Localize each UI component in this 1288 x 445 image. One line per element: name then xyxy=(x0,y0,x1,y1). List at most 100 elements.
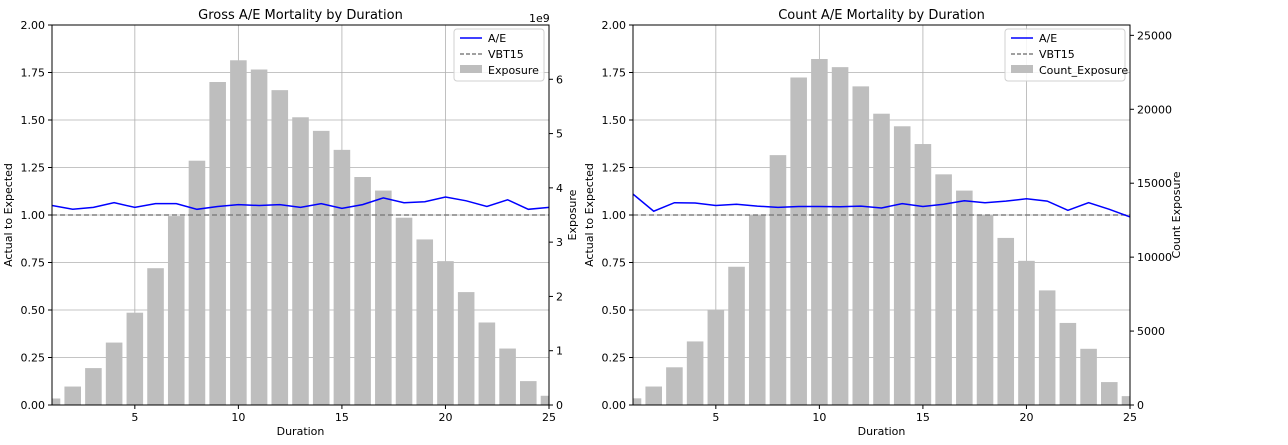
legend: A/E VBT15 Exposure xyxy=(453,28,545,82)
exposure-bar xyxy=(312,130,330,405)
legend-exposure-label: Exposure xyxy=(488,64,539,77)
exposure-bar xyxy=(873,113,890,405)
legend-ae-label: A/E xyxy=(1039,32,1057,45)
x-tick-label: 10 xyxy=(231,411,245,424)
exposure-bar xyxy=(1038,290,1056,405)
exposure-bar xyxy=(437,261,454,405)
y-right-tick-label: 25000 xyxy=(1137,29,1172,42)
exposure-bar xyxy=(292,117,309,405)
exposure-bar xyxy=(147,268,164,405)
y-tick-label: 1.50 xyxy=(21,114,46,127)
x-tick-label: 20 xyxy=(1019,411,1033,424)
y-axis-label: Actual to Expected xyxy=(2,163,15,267)
exposure-bars xyxy=(52,60,549,405)
y-tick-label: 0.75 xyxy=(602,257,627,270)
y-tick-label: 1.50 xyxy=(602,114,627,127)
exposure-bar xyxy=(126,312,144,405)
y-tick-label: 1.00 xyxy=(602,209,627,222)
y-axis-label: Actual to Expected xyxy=(583,163,596,267)
y-right-tick-label: 15000 xyxy=(1137,177,1172,190)
legend-vbt15-label: VBT15 xyxy=(488,48,524,61)
exposure-bar xyxy=(686,341,704,405)
y-tick-label: 2.00 xyxy=(21,19,46,32)
exposure-bar xyxy=(478,322,496,405)
exposure-bar xyxy=(1018,260,1035,405)
y-right-tick-label: 1 xyxy=(556,345,563,358)
exposure-bar xyxy=(271,90,289,405)
x-axis-label: Duration xyxy=(858,425,906,438)
exposure-bar xyxy=(1080,348,1097,405)
exposure-bar xyxy=(1101,382,1118,405)
exposure-bar xyxy=(956,190,973,405)
y-right-tick-label: 6 xyxy=(556,73,563,86)
exposure-bar xyxy=(728,266,745,405)
chart-2: 5 10 15 20 25 0.00 0.25 0.50 0.75 1.00 1.25 1.50 1.7… xyxy=(583,8,1183,438)
y-tick-label: 1.75 xyxy=(21,67,46,80)
exposure-bar xyxy=(852,86,870,405)
y-tick-label: 0.00 xyxy=(21,399,46,412)
y-tick-label: 0.00 xyxy=(602,399,627,412)
exposure-bar xyxy=(499,348,516,405)
y-right-tick-label: 20000 xyxy=(1137,103,1172,116)
legend-ae-label: A/E xyxy=(488,32,506,45)
exposure-bar xyxy=(540,395,549,405)
y-tick-label: 1.75 xyxy=(602,67,627,80)
chart-1: 5 10 15 20 250.000.250.500.751.001.251.501.7… xyxy=(2,8,579,438)
y-tick-label: 0.75 xyxy=(21,257,46,270)
x-tick-label: 25 xyxy=(1123,411,1137,424)
exposure-bar xyxy=(645,386,662,405)
right-axis-offset-text: 1e9 xyxy=(529,12,550,25)
exposure-bar xyxy=(457,292,475,405)
y-tick-label: 1.25 xyxy=(602,162,627,175)
exposure-bar xyxy=(354,177,371,405)
exposure-bar xyxy=(520,381,537,405)
exposure-bar xyxy=(811,59,828,405)
exposure-bar xyxy=(52,398,61,405)
chart-title: Gross A/E Mortality by Duration xyxy=(198,8,403,23)
y-right-tick-label: 5 xyxy=(556,128,563,141)
exposure-bar xyxy=(1121,396,1130,405)
y-tick-label: 0.25 xyxy=(21,352,46,365)
y-tick-label: 1.00 xyxy=(21,209,46,222)
exposure-bar xyxy=(666,367,683,405)
exposure-bar xyxy=(831,67,849,405)
exposure-bar xyxy=(85,368,102,405)
exposure-bar xyxy=(416,239,434,405)
exposure-bar xyxy=(769,155,787,405)
x-tick-label: 10 xyxy=(812,411,826,424)
exposure-bar xyxy=(333,149,351,405)
legend-vbt15-label: VBT15 xyxy=(1039,48,1075,61)
y-right-tick-label: 3 xyxy=(556,236,563,249)
x-tick-label: 15 xyxy=(916,411,930,424)
exposure-bar xyxy=(1059,322,1077,405)
exposure-bar xyxy=(633,398,642,405)
y-right-tick-label: 10000 xyxy=(1137,251,1172,264)
y-tick-label: 0.25 xyxy=(602,352,627,365)
x-tick-label: 25 xyxy=(542,411,556,424)
legend-exposure-swatch xyxy=(460,65,482,73)
exposure-bar xyxy=(893,126,911,405)
exposure-bar xyxy=(707,309,725,405)
legend: A/E VBT15 Count_Exposure xyxy=(1004,28,1128,82)
exposure-bar xyxy=(997,237,1015,405)
y-right-tick-label: 0 xyxy=(556,399,563,412)
x-tick-label: 20 xyxy=(438,411,452,424)
exposure-bar xyxy=(790,77,807,405)
y-tick-label: 1.25 xyxy=(21,162,46,175)
exposure-bar xyxy=(914,144,932,405)
legend-exposure-label: Count_Exposure xyxy=(1039,64,1128,77)
exposure-bar xyxy=(167,216,185,405)
x-axis-label: Duration xyxy=(277,425,325,438)
y-right-tick-label: 4 xyxy=(556,182,563,195)
exposure-bar xyxy=(375,190,392,405)
exposure-bar xyxy=(748,215,766,405)
y-right-axis-label: Exposure xyxy=(566,189,579,240)
y-tick-label: 0.50 xyxy=(602,304,627,317)
exposure-bar xyxy=(935,174,952,405)
y-tick-label: 2.00 xyxy=(602,19,627,32)
y-right-axis-label: Count Exposure xyxy=(1170,171,1183,258)
ae-line xyxy=(633,193,1130,218)
exposure-bar xyxy=(230,60,247,405)
legend-box xyxy=(1004,28,1126,82)
